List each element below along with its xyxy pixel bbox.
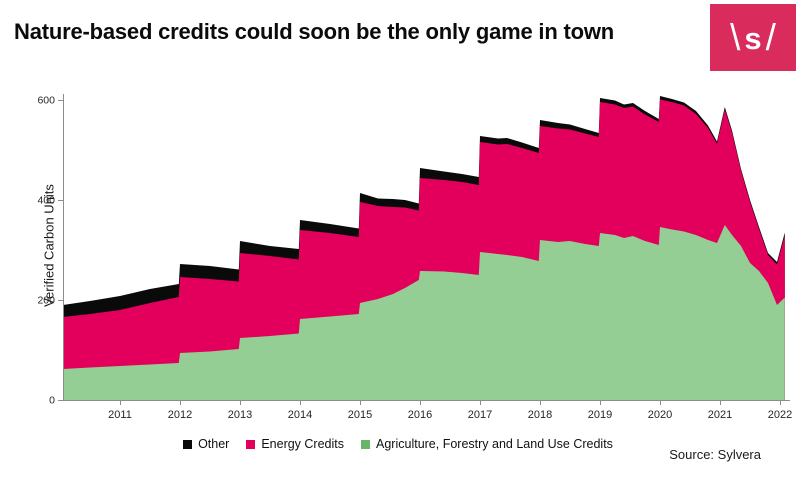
svg-text:2018: 2018 (528, 409, 552, 421)
logo-slash-glyph: / (765, 17, 776, 58)
svg-text:2014: 2014 (288, 409, 312, 421)
svg-text:0: 0 (49, 395, 55, 407)
page-title: Nature-based credits could soon be the o… (14, 19, 614, 44)
svg-text:2021: 2021 (708, 409, 732, 421)
sylvera-logo: \ s / (710, 4, 796, 71)
svg-text:2013: 2013 (228, 409, 252, 421)
svg-text:2022: 2022 (768, 409, 792, 421)
svg-text:600: 600 (37, 95, 55, 107)
svg-text:2015: 2015 (348, 409, 372, 421)
other-swatch-icon (183, 439, 193, 449)
svg-text:2017: 2017 (468, 409, 492, 421)
y-axis-title: Verified Carbon Units (41, 184, 57, 307)
svg-text:2012: 2012 (168, 409, 192, 421)
energy-credits-swatch-icon (246, 439, 256, 449)
legend-item-energy-credits: Energy Credits (246, 437, 344, 451)
afolu-credits-swatch-icon (361, 439, 371, 449)
logo-letter-s: s (744, 21, 762, 56)
svg-text:400: 400 (37, 195, 55, 207)
legend-item-afolu-credits: Agriculture, Forestry and Land Use Credi… (361, 437, 613, 451)
svg-text:2020: 2020 (648, 409, 672, 421)
svg-text:2019: 2019 (588, 409, 612, 421)
svg-text:200: 200 (37, 295, 55, 307)
legend-label-afolu-credits: Agriculture, Forestry and Land Use Credi… (376, 437, 613, 451)
svg-text:2016: 2016 (408, 409, 432, 421)
source-note: Source: Sylvera (669, 447, 761, 462)
legend-label-other: Other (198, 437, 230, 451)
legend: Other Energy Credits Agriculture, Forest… (0, 437, 796, 451)
legend-label-energy-credits: Energy Credits (261, 437, 345, 451)
legend-item-other: Other (183, 437, 229, 451)
svg-text:2011: 2011 (108, 409, 132, 421)
logo-backslash-glyph: \ (730, 17, 741, 58)
